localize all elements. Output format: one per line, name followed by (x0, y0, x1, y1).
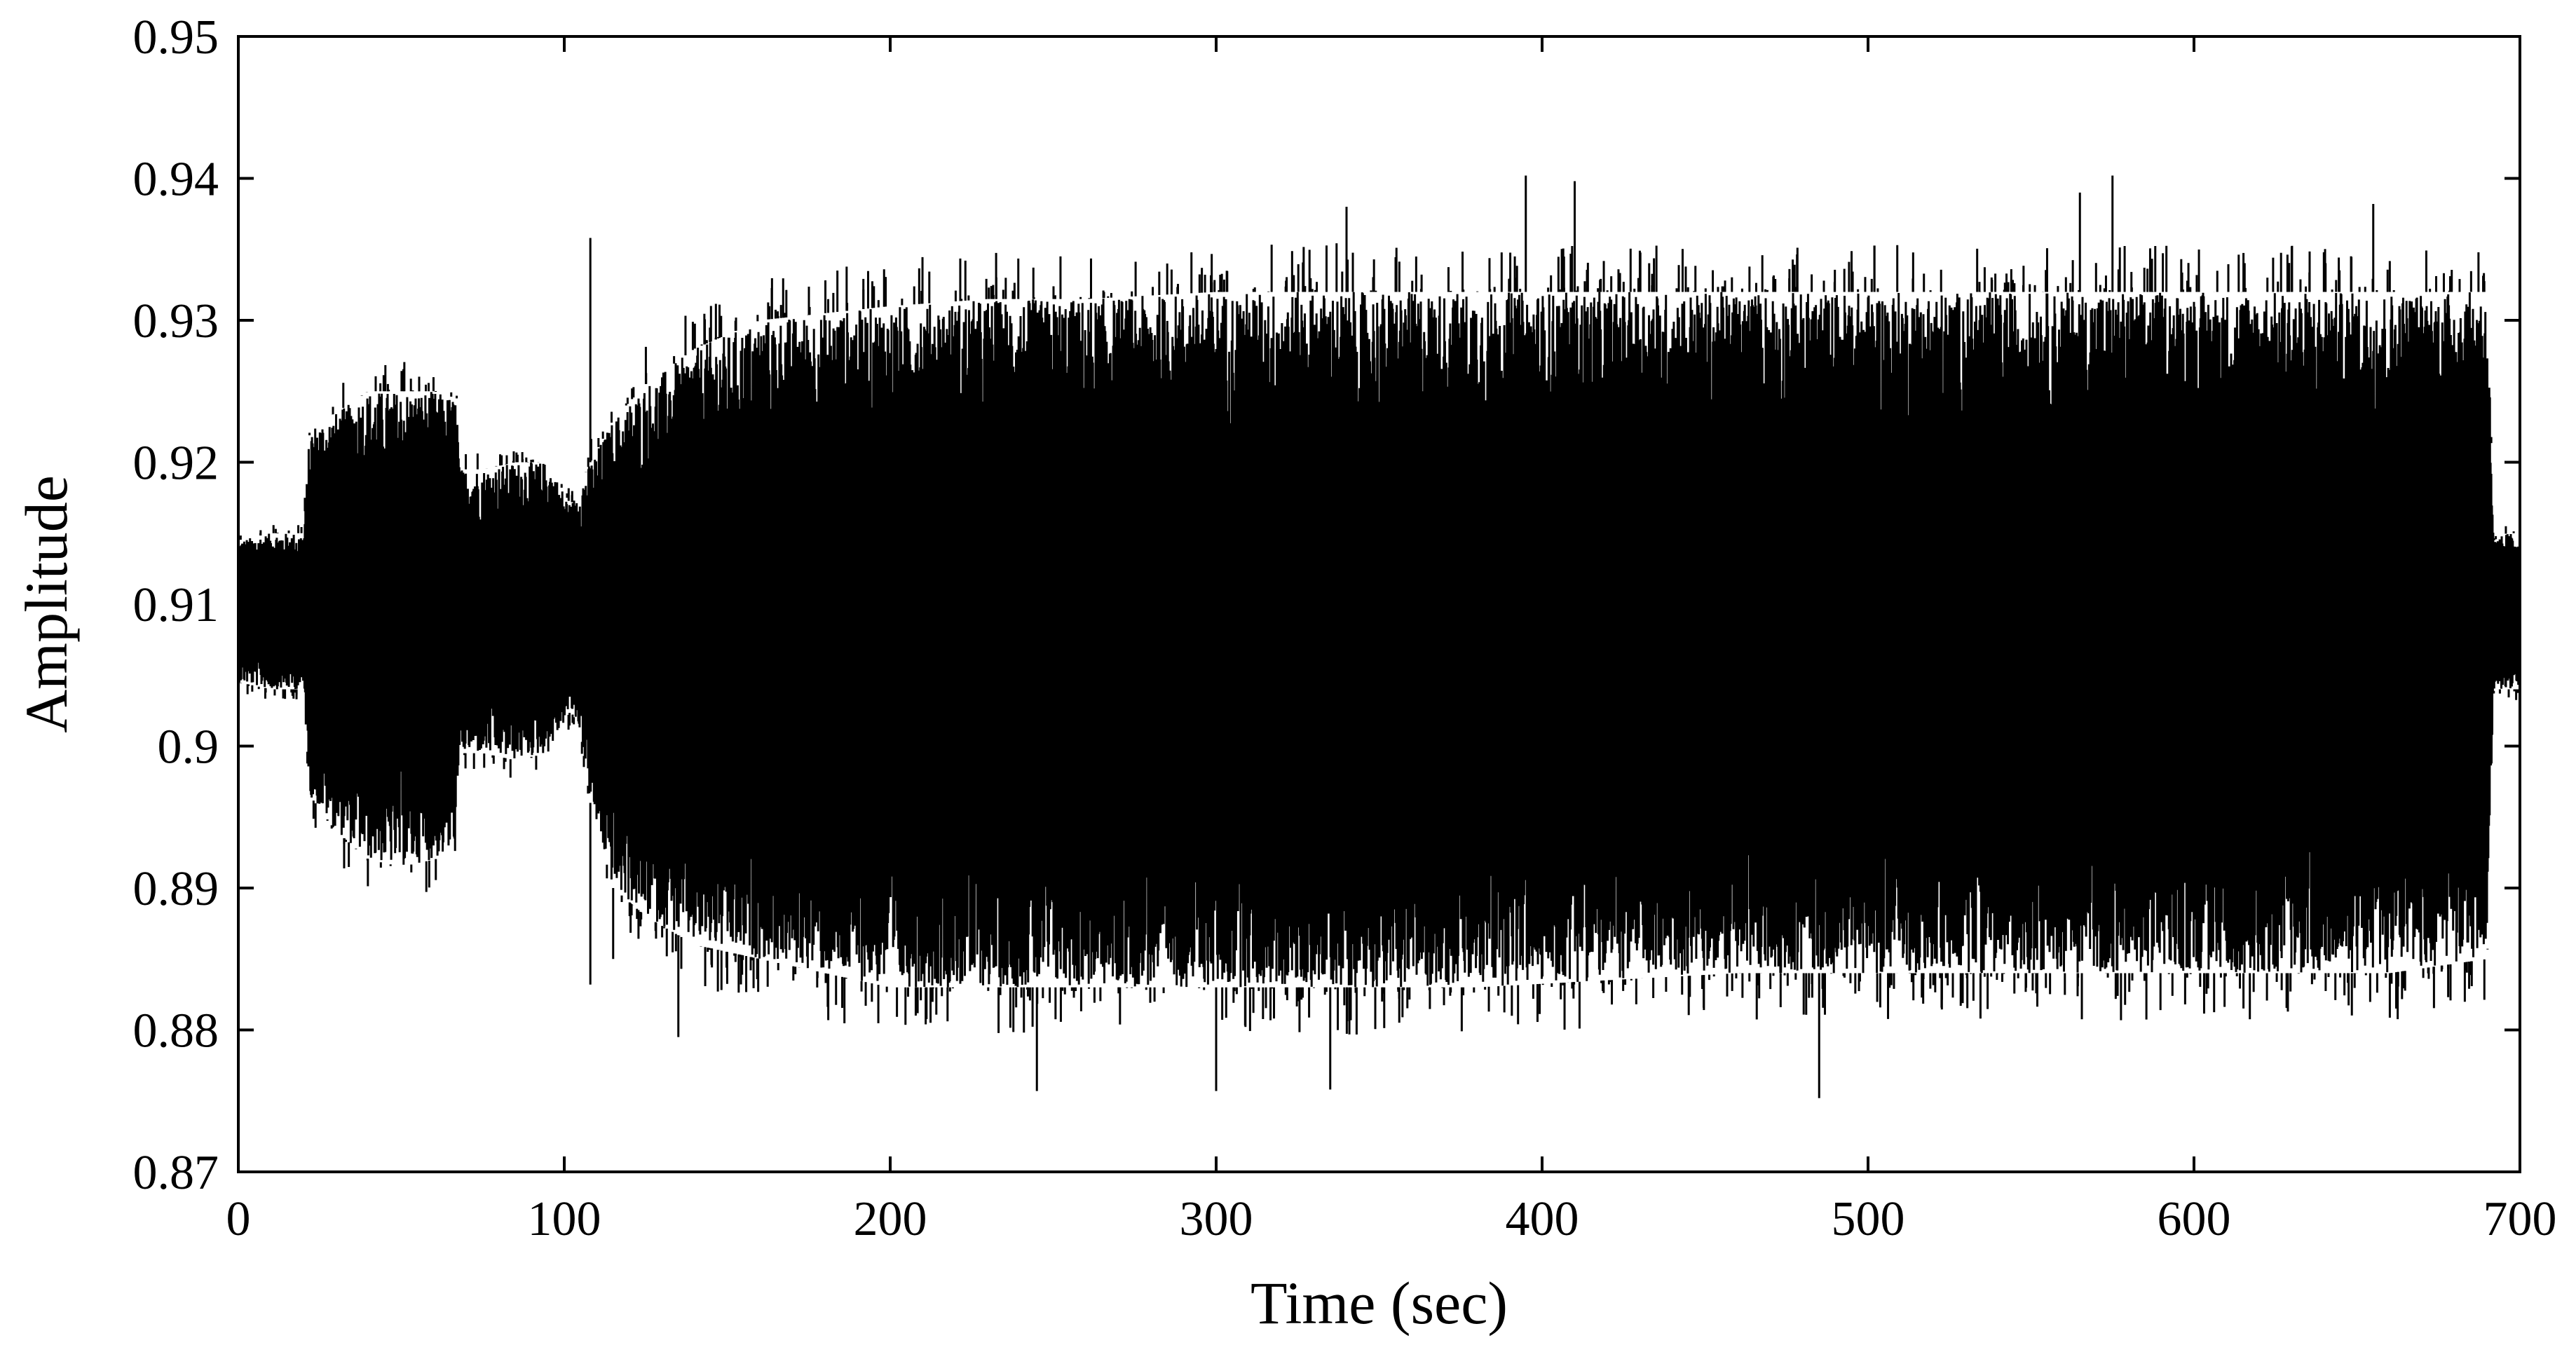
y-tick-label: 0.93 (133, 294, 219, 348)
x-tick-label: 0 (226, 1192, 251, 1246)
y-tick-label: 0.94 (133, 153, 219, 207)
y-axis: 0.87 0.88 0.89 0.9 0.91 0.92 0.93 0.94 0.95 (133, 11, 2520, 1200)
x-tick-label: 100 (528, 1192, 601, 1246)
x-tick-label: 300 (1180, 1192, 1253, 1246)
x-tick-label: 400 (1506, 1192, 1579, 1246)
y-axis-label: Amplitude (13, 475, 80, 733)
x-tick-label: 500 (1832, 1192, 1905, 1246)
y-tick-label: 0.87 (133, 1146, 219, 1200)
y-tick-label: 0.9 (158, 721, 219, 774)
x-tick-label: 600 (2158, 1192, 2231, 1246)
x-axis: 0 100 200 300 400 500 600 700 (226, 36, 2557, 1246)
x-tick-label: 700 (2483, 1192, 2557, 1246)
y-tick-label: 0.88 (133, 1004, 219, 1058)
plot-area (237, 175, 2521, 1098)
y-tick-label: 0.89 (133, 862, 219, 916)
x-axis-label: Time (sec) (1250, 1269, 1508, 1337)
series-amplitude-line (237, 292, 2521, 988)
y-tick-label: 0.91 (133, 578, 219, 632)
x-tick-label: 200 (854, 1192, 927, 1246)
y-tick-label: 0.95 (133, 11, 219, 64)
y-tick-label: 0.92 (133, 437, 219, 491)
